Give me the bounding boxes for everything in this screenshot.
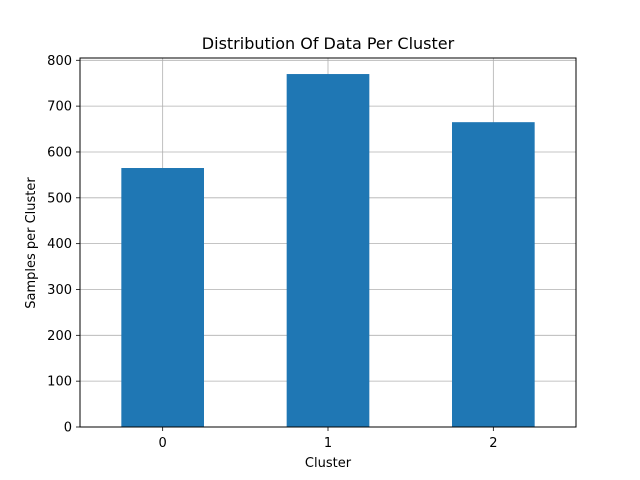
y-tick-label: 500 (47, 191, 72, 206)
y-tick-label: 300 (47, 283, 72, 298)
x-tick-label: 1 (324, 436, 332, 451)
y-tick-label: 700 (47, 100, 72, 115)
y-axis-label: Samples per Cluster (24, 177, 39, 309)
y-tick-label: 800 (47, 54, 72, 69)
y-axis-ticks: 0 100 200 300 400 500 600 700 800 (47, 54, 80, 436)
x-tick-label: 2 (489, 436, 497, 451)
x-axis-label: Cluster (305, 456, 352, 471)
chart-title: Distribution Of Data Per Cluster (202, 34, 455, 53)
bar-cluster-1 (286, 74, 370, 427)
y-tick-label: 100 (47, 375, 72, 390)
y-tick-label: 0 (64, 421, 72, 436)
y-tick-label: 600 (47, 145, 72, 160)
bar-cluster-0 (121, 168, 204, 427)
bars (121, 74, 535, 427)
y-tick-label: 200 (47, 329, 72, 344)
bar-cluster-2 (452, 122, 535, 427)
x-axis-ticks: 0 1 2 (159, 427, 497, 451)
x-tick-label: 0 (159, 436, 167, 451)
y-tick-label: 400 (47, 237, 72, 252)
